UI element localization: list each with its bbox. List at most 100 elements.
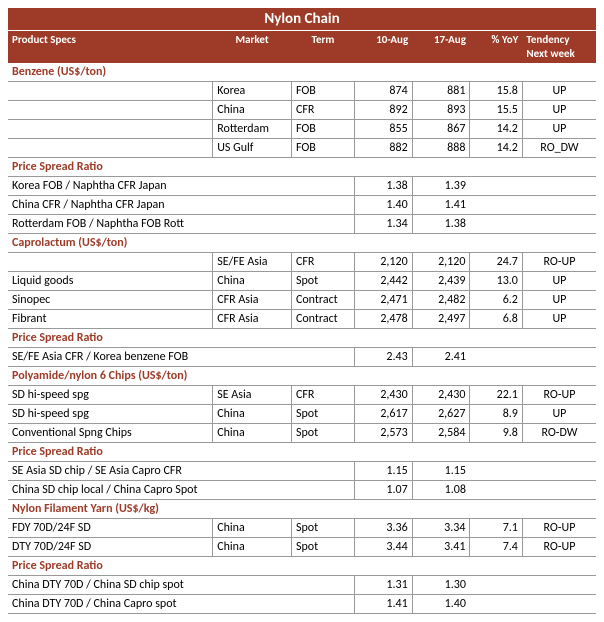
cell-spec: Liquid goods [8,272,213,291]
cell-d1: 1.34 [354,215,412,234]
cell-tend [522,196,596,215]
table-row: FibrantCFR AsiaContract2,4782,4976.8UP [8,310,596,329]
cell-yoy: 7.1 [470,519,522,538]
cell-tend: RO-DW [522,424,596,443]
cell-tend [522,595,596,614]
cell-market [213,595,292,614]
table-row: China CFR / Naphtha CFR Japan1.401.41 [8,196,596,215]
cell-d2: 2,497 [412,310,470,329]
cell-d2: 2,482 [412,291,470,310]
cell-market: SE/FE Asia [213,253,292,272]
cell-d2: 2,584 [412,424,470,443]
cell-tend [522,462,596,481]
cell-spec: Korea FOB / Naphtha CFR Japan [8,177,213,196]
cell-d2: 867 [412,120,470,139]
cell-d1: 2,120 [354,253,412,272]
col-d1: 10-Aug [354,31,412,64]
table-row: China SD chip local / China Capro Spot 1.… [8,481,596,500]
cell-market: China [213,519,292,538]
cell-tend: UP [522,310,596,329]
cell-term: Spot [291,405,354,424]
cell-term [291,462,354,481]
cell-yoy [470,481,522,500]
cell-term: Contract [291,291,354,310]
cell-spec: China SD chip local / China Capro Spot [8,481,213,500]
table-row: SD hi-speed spgChinaSpot2,6172,6278.9UP [8,405,596,424]
section-row: Caprolactum (US$/ton) [8,234,596,253]
cell-spec: China CFR / Naphtha CFR Japan [8,196,213,215]
cell-market [213,462,292,481]
cell-yoy: 15.5 [470,101,522,120]
table-row: Liquid goodsChinaSpot2,4422,43913.0UP [8,272,596,291]
cell-term: Spot [291,424,354,443]
table-row: China DTY 70D / China Capro spot1.411.40 [8,595,596,614]
cell-yoy [470,595,522,614]
cell-d2: 1.39 [412,177,470,196]
cell-term: Spot [291,272,354,291]
nylon-chain-table: Nylon Chain Product Specs Market Term 10… [8,8,596,614]
cell-yoy [470,196,522,215]
cell-d2: 1.15 [412,462,470,481]
cell-market: China [213,101,292,120]
cell-tend: UP [522,120,596,139]
cell-term: CFR [291,101,354,120]
cell-yoy: 7.4 [470,538,522,557]
cell-market [213,576,292,595]
cell-market [213,177,292,196]
cell-d2: 1.41 [412,196,470,215]
cell-market [213,481,292,500]
cell-d2: 2,120 [412,253,470,272]
cell-yoy [470,348,522,367]
cell-spec [8,139,213,158]
cell-term: FOB [291,139,354,158]
col-market: Market [213,31,292,64]
cell-term: Spot [291,519,354,538]
cell-d1: 882 [354,139,412,158]
table-row: Conventional Spng ChipsChinaSpot2,5732,5… [8,424,596,443]
cell-spec [8,253,213,272]
cell-d2: 1.08 [412,481,470,500]
table-row: RotterdamFOB85586714.2UP [8,120,596,139]
cell-spec: Conventional Spng Chips [8,424,213,443]
section-row: Benzene (US$/ton) [8,63,596,82]
cell-spec: China DTY 70D / China SD chip spot [8,576,213,595]
cell-term [291,177,354,196]
cell-tend: UP [522,291,596,310]
cell-yoy: 6.2 [470,291,522,310]
cell-spec: DTY 70D/24F SD [8,538,213,557]
cell-term [291,348,354,367]
cell-term: FOB [291,82,354,101]
section-label: Price Spread Ratio [8,443,596,462]
table-row: FDY 70D/24F SDChinaSpot3.363.347.1RO-UP [8,519,596,538]
cell-d1: 2,478 [354,310,412,329]
cell-d1: 892 [354,101,412,120]
cell-d1: 3.36 [354,519,412,538]
table-title-row: Nylon Chain [8,8,596,31]
section-row: Price Spread Ratio [8,329,596,348]
cell-d2: 2,439 [412,272,470,291]
cell-d2: 881 [412,82,470,101]
cell-spec: SE Asia SD chip / SE Asia Capro CFR [8,462,213,481]
cell-d1: 1.07 [354,481,412,500]
cell-spec: SD hi-speed spg [8,386,213,405]
cell-tend: UP [522,82,596,101]
cell-market: China [213,405,292,424]
cell-market [213,215,292,234]
col-d2: 17-Aug [412,31,470,64]
cell-spec: Rotterdam FOB / Naphtha FOB Rott [8,215,213,234]
cell-market [213,196,292,215]
cell-tend: RO_DW [522,139,596,158]
cell-d2: 1.40 [412,595,470,614]
cell-d2: 2,430 [412,386,470,405]
cell-tend: UP [522,272,596,291]
cell-market: US Gulf [213,139,292,158]
cell-tend [522,576,596,595]
cell-tend: UP [522,405,596,424]
cell-d1: 2,471 [354,291,412,310]
cell-market: China [213,272,292,291]
section-label: Price Spread Ratio [8,158,596,177]
cell-yoy: 14.2 [470,120,522,139]
table-title: Nylon Chain [8,8,596,31]
cell-d1: 3.44 [354,538,412,557]
section-label: Benzene (US$/ton) [8,63,596,82]
